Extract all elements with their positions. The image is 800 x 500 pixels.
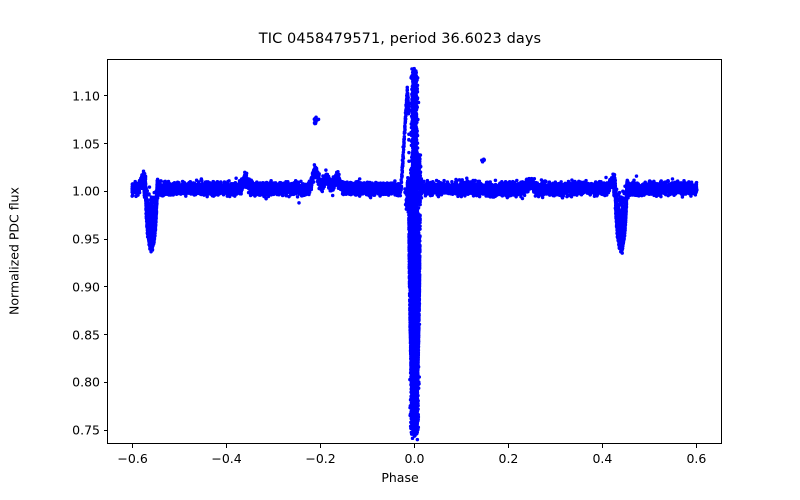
plot-axes-frame — [107, 59, 722, 444]
y-tick-mark — [103, 334, 107, 336]
y-tick-label: 1.05 — [72, 136, 100, 152]
x-tick-label: −0.6 — [117, 451, 148, 466]
x-tick-label: 0.4 — [592, 451, 613, 466]
y-tick-mark — [103, 381, 107, 383]
x-tick-label: 0.6 — [686, 451, 707, 466]
y-tick-mark — [103, 286, 107, 288]
x-tick-mark — [414, 444, 415, 448]
y-axis-label: Normalized PDC flux — [6, 187, 22, 315]
y-tick-mark — [103, 95, 107, 97]
x-tick-mark — [132, 444, 134, 448]
x-axis-label: Phase — [381, 470, 419, 485]
y-tick-label: 0.75 — [72, 422, 100, 438]
x-tick-mark — [320, 444, 322, 448]
chart-title: TIC 0458479571, period 36.6023 days — [258, 31, 542, 47]
y-tick-mark — [103, 143, 107, 145]
y-tick-label: 0.85 — [72, 327, 100, 343]
y-tick-label: 0.95 — [72, 231, 100, 247]
x-tick-label: 0.0 — [404, 451, 425, 466]
x-tick-label: −0.2 — [305, 451, 336, 466]
scatter-points — [130, 66, 699, 442]
y-tick-mark — [103, 429, 107, 431]
x-tick-mark — [226, 444, 228, 448]
x-tick-mark — [601, 444, 603, 448]
x-tick-label: 0.2 — [498, 451, 519, 466]
y-tick-mark — [103, 238, 107, 240]
scatter-marker-path — [130, 66, 699, 442]
y-tick-label: 0.80 — [72, 374, 100, 390]
y-tick-label: 0.90 — [72, 279, 100, 295]
y-tick-label: 1.10 — [72, 88, 100, 104]
x-tick-mark — [507, 444, 509, 448]
y-tick-label: 1.00 — [72, 183, 100, 199]
scatter-data-layer — [108, 60, 721, 443]
x-tick-mark — [695, 444, 697, 448]
y-tick-mark — [103, 190, 107, 192]
x-tick-label: −0.4 — [211, 451, 242, 466]
